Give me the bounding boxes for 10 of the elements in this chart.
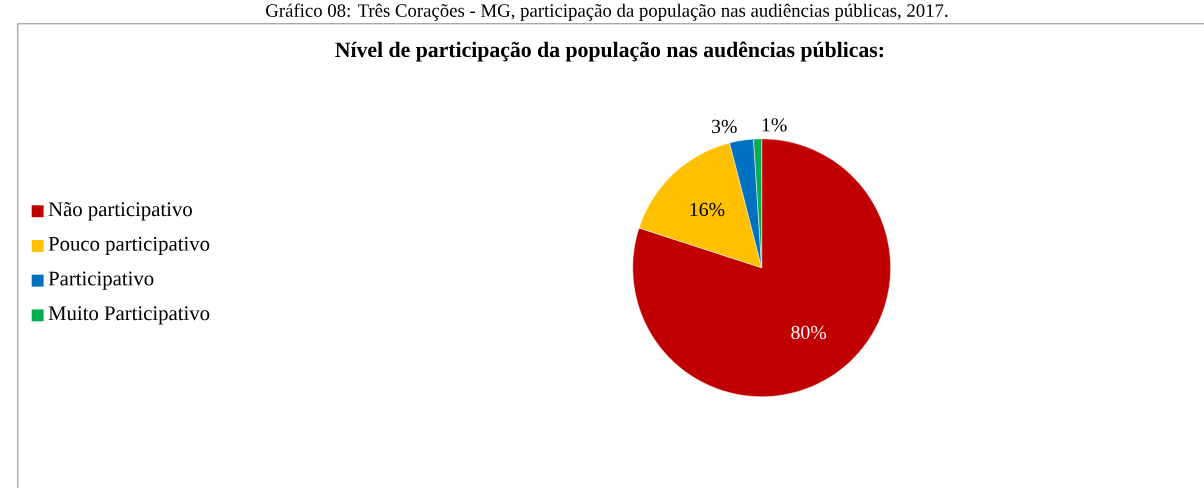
chart-title: Nível de participação da população nas audências públicas: bbox=[335, 41, 884, 62]
text: Gráfico 08: Três Corações - MG, participação da população nas audiências públicas, 2017. bbox=[266, 3, 948, 21]
legend-label: Pouco participativo bbox=[48, 236, 210, 256]
data-label: 3% bbox=[712, 119, 737, 134]
data-label: 1% bbox=[762, 118, 787, 132]
data-label: 80% bbox=[791, 325, 827, 340]
data-label: 16% bbox=[690, 202, 725, 217]
legend-label: Participativo bbox=[48, 271, 154, 290]
legend-label: Muito Participativo bbox=[48, 306, 210, 325]
legend-label: Não participativo bbox=[48, 202, 192, 221]
